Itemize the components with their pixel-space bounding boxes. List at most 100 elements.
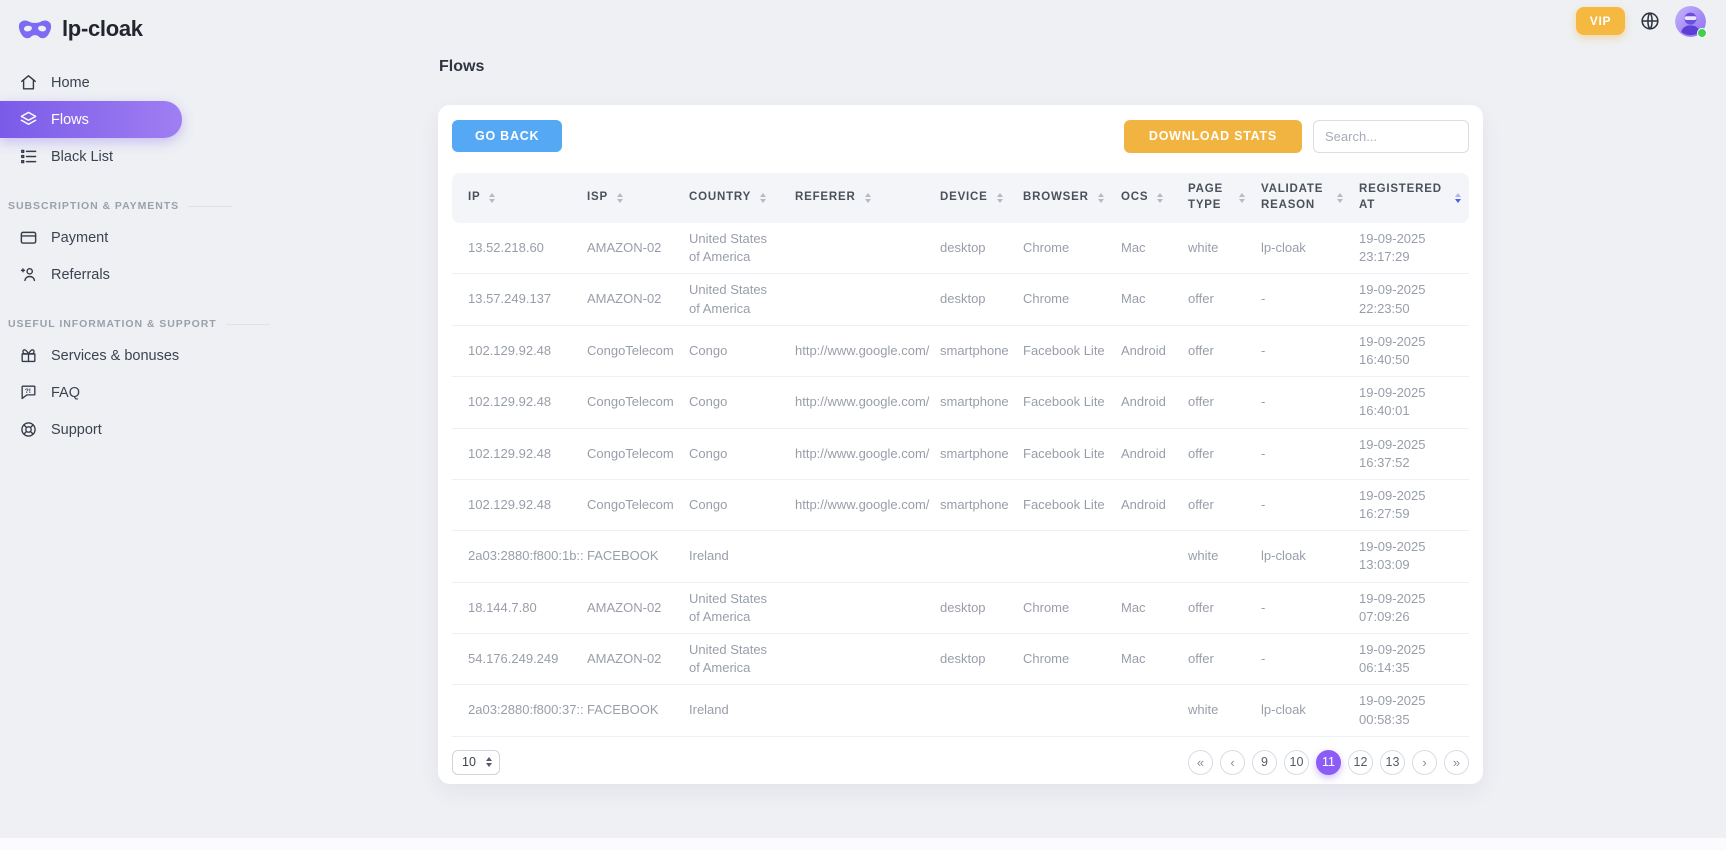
table-cell: desktop bbox=[932, 223, 1015, 275]
pagination-next[interactable]: › bbox=[1412, 749, 1437, 775]
sidebar-item-label: Flows bbox=[51, 111, 89, 128]
table-cell: AMAZON-02 bbox=[579, 582, 681, 635]
table-row: 102.129.92.48 CongoTelecom Congo http://www… bbox=[452, 479, 1469, 532]
table-cell: - bbox=[1253, 582, 1351, 635]
table-cell: Android bbox=[1113, 325, 1180, 378]
sidebar-item-referrals[interactable]: Referrals bbox=[0, 256, 182, 293]
column-header-ocs[interactable]: OCS bbox=[1113, 173, 1180, 223]
vip-button[interactable]: VIP bbox=[1576, 7, 1625, 35]
table-footer: 10 « ‹ 9 10 11 12 13 › » bbox=[452, 749, 1469, 775]
table-cell: CongoTelecom bbox=[579, 428, 681, 480]
table-cell: Chrome bbox=[1015, 223, 1113, 275]
table-cell bbox=[1113, 530, 1180, 583]
pagination-page-13[interactable]: 13 bbox=[1380, 749, 1405, 775]
table-cell: 19-09-2025 06:14:35 bbox=[1351, 633, 1469, 686]
pagination-page-11[interactable]: 11 bbox=[1316, 749, 1341, 775]
table-cell: 19-09-2025 22:23:50 bbox=[1351, 273, 1469, 326]
table-header-row: IP ISP COUNTRY REFERER DEVICE BROWSER OCS PAGE … bbox=[452, 173, 1469, 223]
sidebar-item-flows[interactable]: Flows bbox=[0, 101, 182, 138]
table-cell: Facebook Lite bbox=[1015, 376, 1113, 429]
column-label: COUNTRY bbox=[689, 191, 752, 204]
sidebar-item-label: Services & bonuses bbox=[51, 347, 180, 364]
download-stats-button[interactable]: DOWNLOAD STATS bbox=[1123, 119, 1302, 153]
table-cell: 2a03:2880:f800:37:: bbox=[452, 684, 584, 737]
payment-icon bbox=[19, 228, 38, 247]
column-header-device[interactable]: DEVICE bbox=[932, 173, 1015, 223]
table-row: 2a03:2880:f800:1b:: FACEBOOK Ireland white l… bbox=[452, 530, 1469, 583]
table-cell: 102.129.92.48 bbox=[452, 428, 579, 480]
column-header-isp[interactable]: ISP bbox=[579, 173, 681, 223]
table-cell: CongoTelecom bbox=[579, 376, 681, 429]
table-cell: Mac bbox=[1113, 582, 1180, 635]
sidebar-item-support[interactable]: Support bbox=[0, 411, 182, 448]
table-cell bbox=[1015, 530, 1113, 583]
sidebar: lp-cloak Home Flows Black List SUBSCRIPTION… bbox=[0, 0, 216, 850]
pagination-page-10[interactable]: 10 bbox=[1284, 749, 1309, 775]
column-header-registered-at[interactable]: REGISTERED AT bbox=[1351, 173, 1469, 223]
table-cell: 19-09-2025 23:17:29 bbox=[1351, 223, 1469, 275]
sidebar-nav: Home Flows Black List SUBSCRIPTION & PAYMEN… bbox=[0, 64, 216, 448]
table-cell: offer bbox=[1180, 376, 1253, 429]
sidebar-item-faq[interactable]: ?! FAQ bbox=[0, 374, 182, 411]
table-cell: 13.52.218.60 bbox=[452, 223, 579, 275]
table-cell: 2a03:2880:f800:1b:: bbox=[452, 530, 584, 583]
sidebar-item-label: FAQ bbox=[51, 384, 81, 401]
table-row: 2a03:2880:f800:37:: FACEBOOK Ireland white l… bbox=[452, 684, 1469, 737]
table-cell: Chrome bbox=[1015, 582, 1113, 635]
column-header-country[interactable]: COUNTRY bbox=[681, 173, 787, 223]
table-cell: http://www.google.com/ bbox=[787, 376, 932, 429]
table-cell: - bbox=[1253, 428, 1351, 480]
pagination-first[interactable]: « bbox=[1188, 749, 1213, 775]
pagination-last[interactable]: » bbox=[1444, 749, 1469, 775]
logo[interactable]: lp-cloak bbox=[0, 0, 210, 44]
stepper-icon bbox=[485, 757, 492, 768]
table-cell: United States of America bbox=[681, 223, 787, 275]
table-cell: lp-cloak bbox=[1253, 530, 1351, 583]
sort-icon bbox=[996, 192, 1003, 203]
table-cell: 19-09-2025 16:40:50 bbox=[1351, 325, 1469, 378]
column-header-referer[interactable]: REFERER bbox=[787, 173, 932, 223]
column-label: REGISTERED AT bbox=[1359, 183, 1442, 211]
search-input[interactable] bbox=[1313, 119, 1469, 153]
globe-icon[interactable] bbox=[1639, 10, 1661, 32]
table-cell: white bbox=[1180, 530, 1253, 583]
sort-icon bbox=[1337, 193, 1343, 203]
sort-icon bbox=[1239, 193, 1245, 203]
page-size-select[interactable]: 10 bbox=[452, 749, 500, 775]
table-cell bbox=[787, 273, 932, 326]
flows-icon bbox=[19, 110, 38, 129]
horizontal-scrollbar[interactable] bbox=[0, 838, 1726, 850]
sort-icon bbox=[489, 192, 496, 203]
sidebar-item-services-bonuses[interactable]: Services & bonuses bbox=[0, 337, 182, 374]
column-header-page-type[interactable]: PAGE TYPE bbox=[1180, 173, 1253, 223]
table-cell: AMAZON-02 bbox=[579, 273, 681, 326]
pagination: « ‹ 9 10 11 12 13 › » bbox=[1188, 749, 1469, 775]
blacklist-icon bbox=[19, 147, 38, 166]
table-cell: white bbox=[1180, 684, 1253, 737]
column-label: VALIDATE REASON bbox=[1261, 183, 1324, 211]
table-cell: 19-09-2025 00:58:35 bbox=[1351, 684, 1469, 737]
section-label-text: USEFUL INFORMATION & SUPPORT bbox=[8, 318, 217, 330]
mask-logo-icon bbox=[18, 19, 52, 40]
table-cell bbox=[1113, 684, 1180, 737]
pagination-prev[interactable]: ‹ bbox=[1220, 749, 1245, 775]
table-cell: - bbox=[1253, 273, 1351, 326]
sidebar-item-payment[interactable]: Payment bbox=[0, 219, 182, 256]
pagination-page-9[interactable]: 9 bbox=[1252, 749, 1277, 775]
table-cell bbox=[787, 684, 932, 737]
table-cell: AMAZON-02 bbox=[579, 223, 681, 275]
column-header-validate-reason[interactable]: VALIDATE REASON bbox=[1253, 173, 1351, 223]
column-header-browser[interactable]: BROWSER bbox=[1015, 173, 1113, 223]
table-cell: Facebook Lite bbox=[1015, 479, 1113, 532]
flows-table: IP ISP COUNTRY REFERER DEVICE BROWSER OCS PAGE … bbox=[452, 173, 1469, 737]
avatar[interactable] bbox=[1675, 5, 1707, 38]
table-cell: Congo bbox=[681, 325, 787, 378]
pagination-page-12[interactable]: 12 bbox=[1348, 749, 1373, 775]
sidebar-item-home[interactable]: Home bbox=[0, 64, 182, 101]
table-cell bbox=[787, 633, 932, 686]
table-cell: offer bbox=[1180, 479, 1253, 532]
column-header-ip[interactable]: IP bbox=[452, 173, 579, 223]
sidebar-item-black-list[interactable]: Black List bbox=[0, 138, 182, 175]
go-back-button[interactable]: GO BACK bbox=[452, 120, 563, 152]
column-label: IP bbox=[468, 191, 481, 204]
